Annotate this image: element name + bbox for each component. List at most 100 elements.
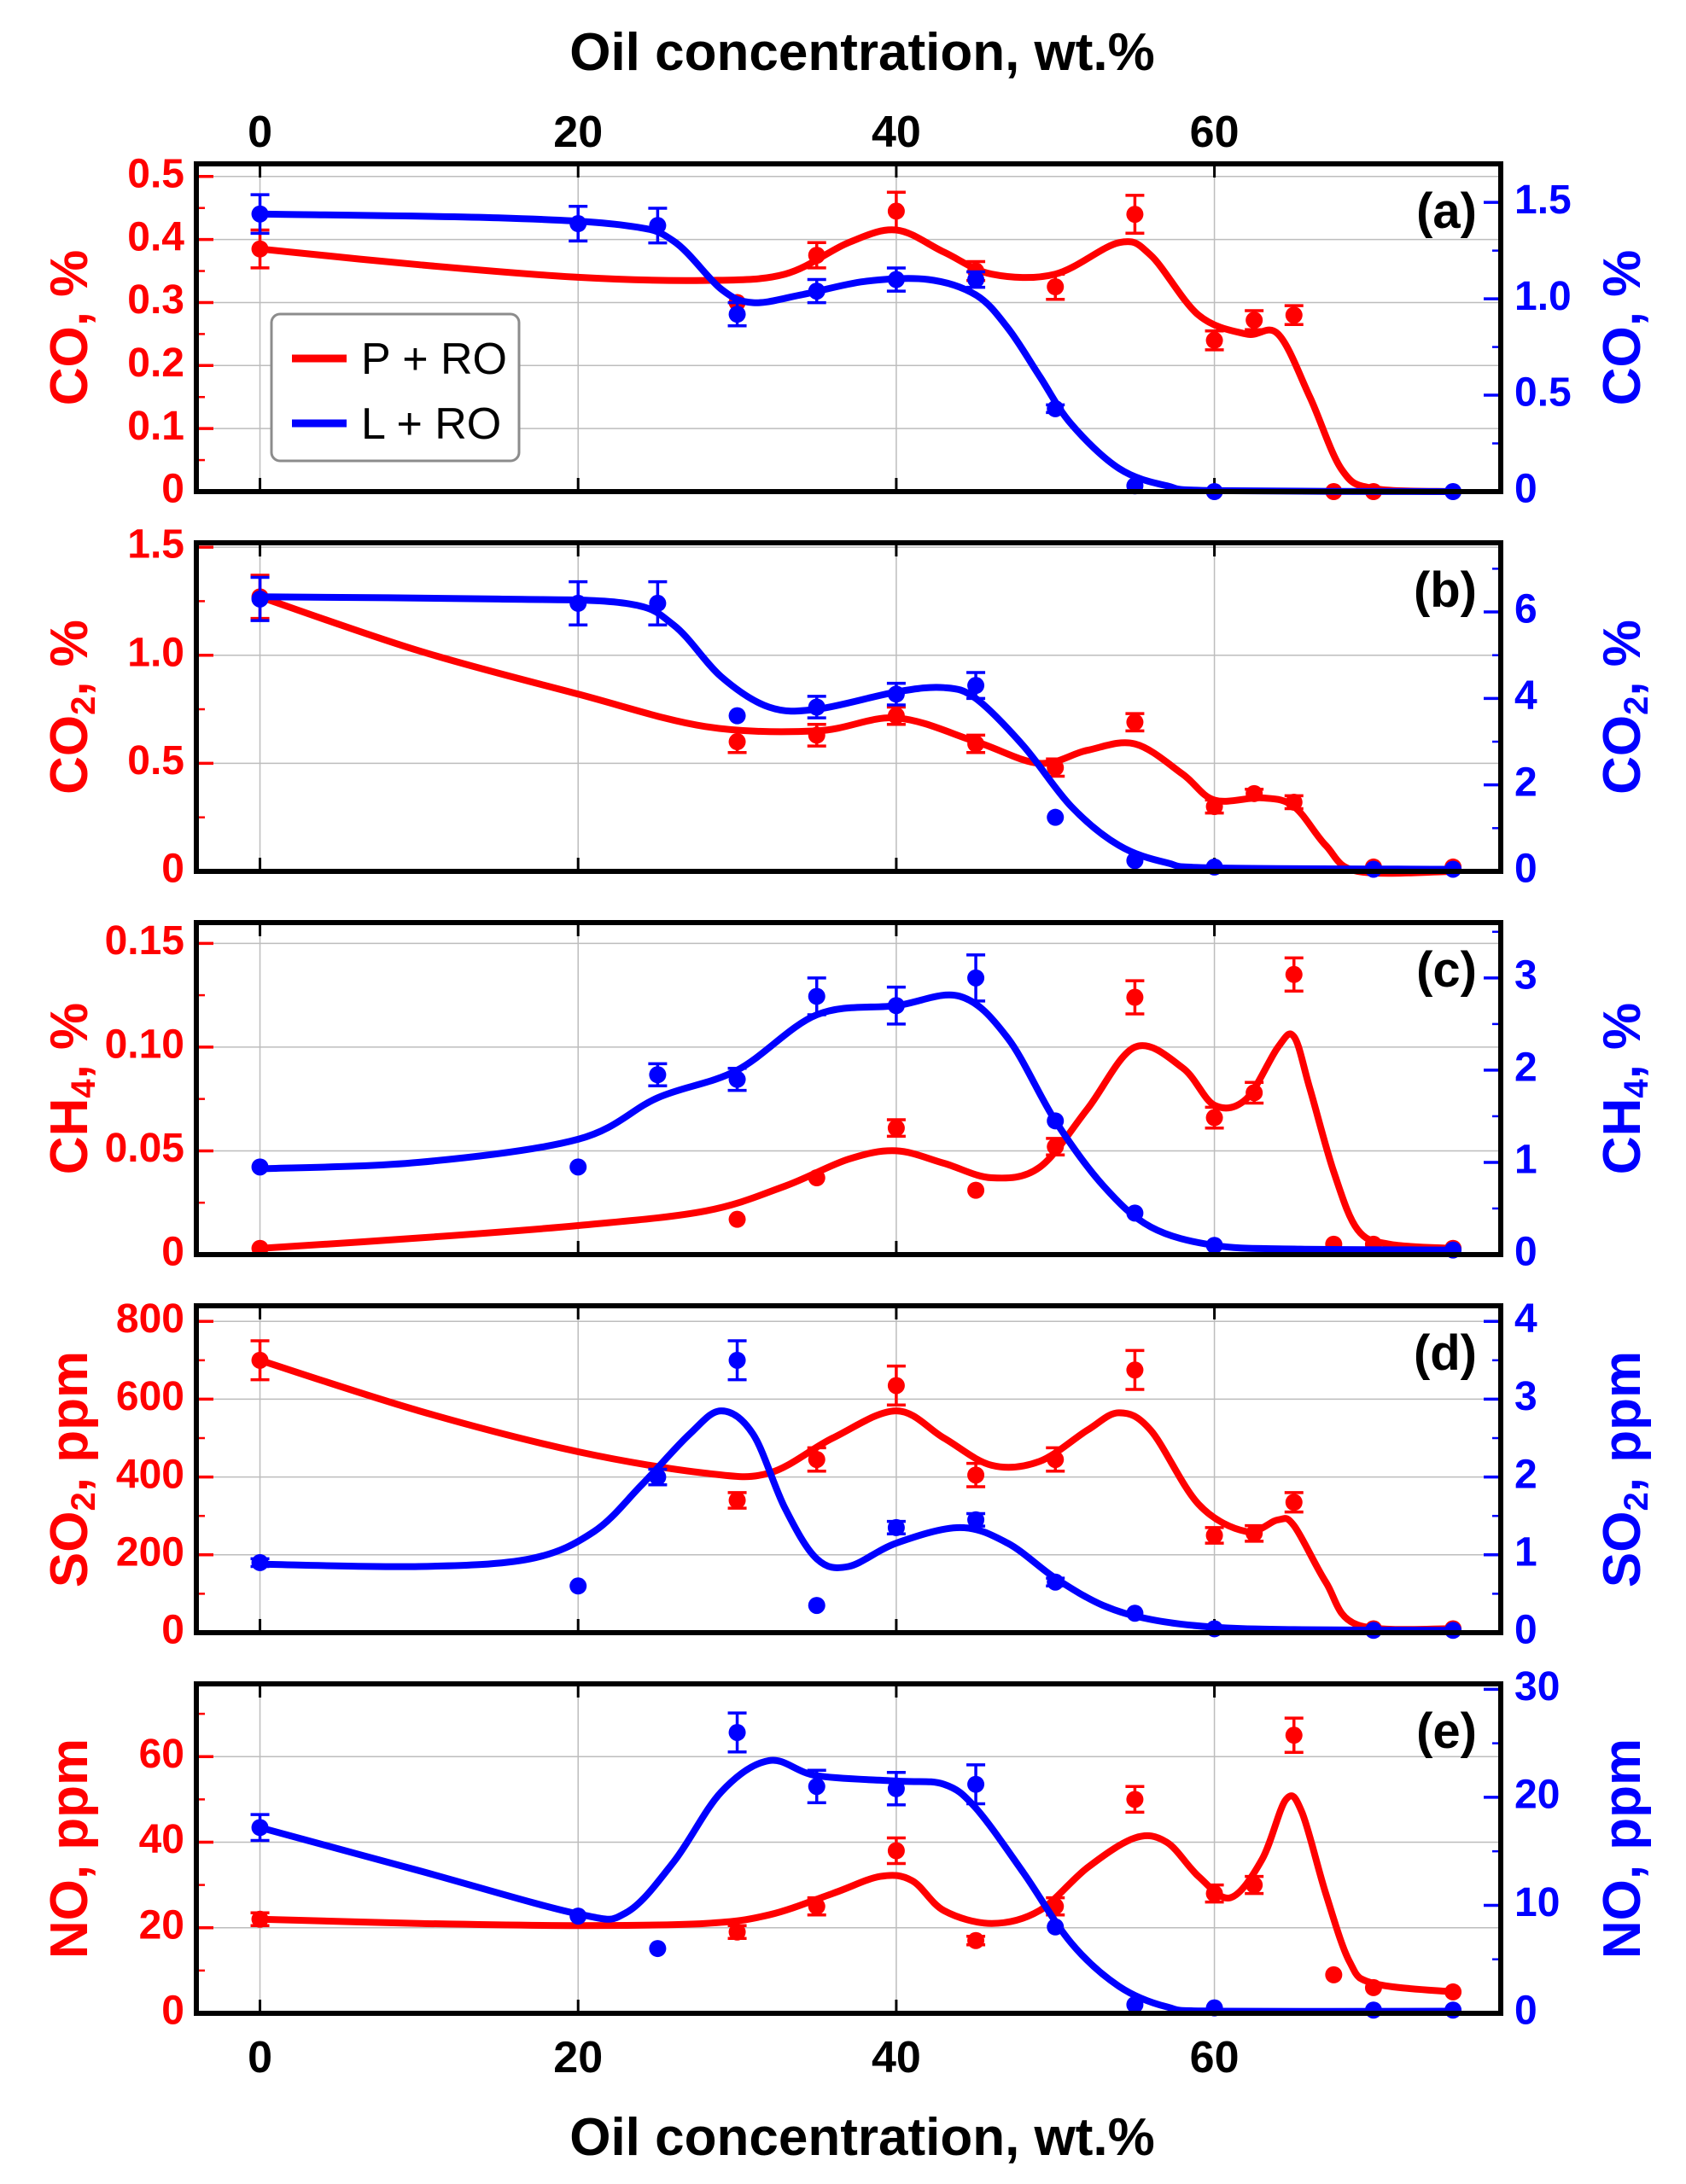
panel-c-left-tick-label-2: 0.10 bbox=[105, 1022, 184, 1068]
panel-d-right-tick-label-0: 0 bbox=[1514, 1608, 1537, 1653]
panel-c-left-y-label-main: CH bbox=[40, 1098, 99, 1175]
panel-d-p-ro-point-4 bbox=[967, 1466, 985, 1484]
panel-e-p-ro-point-6 bbox=[1126, 1791, 1144, 1808]
panel-b-p-ro-point-9 bbox=[1285, 793, 1303, 811]
panel-d-left-y-label: SO2, ppm bbox=[40, 1351, 102, 1587]
panel-c-l-ro-point-0 bbox=[251, 1158, 269, 1176]
panel-b-p-ro-point-4 bbox=[967, 735, 985, 753]
panel-d-p-ro-point-7 bbox=[1205, 1527, 1223, 1545]
panel-e-left-y-label-rest: , ppm bbox=[40, 1738, 99, 1879]
panel-a-right-tick-label-2: 1.0 bbox=[1514, 274, 1572, 319]
panel-e-l-ro-point-0 bbox=[251, 1819, 269, 1837]
panel-a-left-tick-label-1: 0.1 bbox=[127, 404, 184, 449]
panel-c-p-ro-fit-curve bbox=[256, 1030, 1457, 1252]
panel-c-p-ro-point-5 bbox=[1047, 1138, 1065, 1156]
panel-b-l-ro-point-7 bbox=[1047, 808, 1065, 826]
panel-d-right-tick-label-3: 3 bbox=[1514, 1374, 1537, 1419]
panel-e-l-ro-point-5 bbox=[887, 1779, 905, 1797]
panel-b-left-y-label-main: CO bbox=[40, 715, 99, 795]
panel-a-left-tick-label-3: 0.3 bbox=[127, 277, 184, 323]
bottom-x-tick-label-2: 40 bbox=[872, 2033, 921, 2082]
panel-c-frame bbox=[194, 920, 1503, 1257]
panel-d-l-ro-point-8 bbox=[1126, 1605, 1144, 1622]
panel-b-frame bbox=[194, 540, 1503, 874]
panel-b-right-tick-label-0: 0 bbox=[1514, 847, 1537, 892]
panel-d-l-ro-point-6 bbox=[967, 1511, 985, 1529]
panel-d-p-ro-point-1 bbox=[728, 1491, 746, 1509]
bottom-x-tick-label-1: 20 bbox=[553, 2033, 603, 2082]
top-x-tick-labels: 0 20 40 60 bbox=[248, 108, 1239, 157]
panel-e-p-ro-point-2 bbox=[808, 1897, 825, 1915]
panel-c-left-tick-label-0: 0 bbox=[161, 1230, 184, 1275]
panel-c-left-tick-label-1: 0.05 bbox=[105, 1126, 184, 1171]
panel-a-p-ro-point-2 bbox=[808, 247, 825, 265]
panel-d-l-ro-point-7 bbox=[1047, 1573, 1065, 1591]
panel-c-p-ro-point-2 bbox=[808, 1169, 825, 1187]
panel-d-p-ro-point-5 bbox=[1047, 1451, 1065, 1469]
panel-e-l-ro-point-11 bbox=[1444, 2001, 1462, 2019]
panel-e-frame bbox=[194, 1681, 1503, 2016]
panel-d-l-ro-point-1 bbox=[569, 1577, 587, 1595]
panel-e-right-tick-label-3: 30 bbox=[1514, 1664, 1560, 1709]
legend: P + RO L + RO bbox=[270, 312, 521, 463]
panel-b-left-tick-label-2: 1.0 bbox=[127, 630, 184, 675]
panel-c-l-ro-point-8 bbox=[1126, 1204, 1144, 1222]
panel-c-left-y-label-rest: , % bbox=[40, 1003, 99, 1080]
panel-c-l-ro-point-1 bbox=[569, 1158, 587, 1176]
panel-e-l-ro-point-2 bbox=[649, 1940, 667, 1958]
panel-e-p-ro-point-0 bbox=[251, 1910, 269, 1928]
panel-e-p-ro-point-4 bbox=[967, 1931, 985, 1949]
panel-e-left-y-label: NO, ppm bbox=[40, 1738, 99, 1959]
panel-c-right-y-label-main: CH bbox=[1593, 1098, 1652, 1175]
bottom-x-tick-labels: 0 20 40 60 bbox=[248, 2033, 1239, 2082]
panel-c-right-tick-label-1: 1 bbox=[1514, 1138, 1537, 1183]
panel-d-right-y-label: SO2, ppm bbox=[1593, 1351, 1654, 1587]
panel-a-p-ro-point-0 bbox=[251, 240, 269, 258]
panel-d-right-tick-label-4: 4 bbox=[1514, 1296, 1537, 1342]
panel-c-l-ro-point-5 bbox=[887, 997, 905, 1015]
panel-b-p-ro-point-7 bbox=[1205, 798, 1223, 816]
panel-c-right-y-label-subscript: 4 bbox=[1618, 1079, 1655, 1098]
panel-a-l-ro-point-3 bbox=[728, 306, 746, 323]
panel-c-l-ro-point-7 bbox=[1047, 1112, 1065, 1130]
panel-b-l-ro-point-6 bbox=[967, 677, 985, 695]
legend-label-p-ro: P + RO bbox=[361, 335, 507, 384]
panel-d-left-tick-label-1: 200 bbox=[116, 1529, 184, 1575]
panel-d-l-ro-point-5 bbox=[887, 1518, 905, 1536]
panel-b-left-tick-label-1: 0.5 bbox=[127, 738, 184, 783]
panel-d-right-tick-label-1: 1 bbox=[1514, 1529, 1537, 1575]
panel-b-l-ro-point-4 bbox=[808, 698, 825, 716]
panel-d-left-tick-label-2: 400 bbox=[116, 1452, 184, 1497]
panel-b-l-ro-fit-curve bbox=[256, 593, 1457, 873]
panel-b-p-ro-point-5 bbox=[1047, 759, 1065, 777]
panel-a-l-ro-point-0 bbox=[251, 205, 269, 223]
panel-e-left-tick-label-3: 60 bbox=[139, 1732, 184, 1777]
panel-b-l-ro-point-3 bbox=[728, 707, 746, 725]
panel-a-left-tick-label-5: 0.5 bbox=[127, 151, 184, 196]
panel-e-l-ro-point-4 bbox=[808, 1778, 825, 1796]
panel-c-p-ro-point-1 bbox=[728, 1210, 746, 1228]
panel-e-right-y-label-rest: , ppm bbox=[1593, 1738, 1652, 1879]
panel-c-l-ro-point-4 bbox=[808, 987, 825, 1005]
panel-e-p-ro-point-12 bbox=[1444, 1983, 1462, 2001]
panel-d-p-ro-point-3 bbox=[887, 1377, 905, 1395]
panel-d-p-ro-point-9 bbox=[1285, 1494, 1303, 1511]
panel-e-p-ro-fit-curve bbox=[256, 1792, 1457, 1995]
panel-c-right-y-label: CH4, % bbox=[1593, 1003, 1654, 1174]
panel-a-p-ro-point-8 bbox=[1246, 312, 1263, 329]
panel-a-left-y-label-main: CO bbox=[40, 326, 99, 405]
panel-a-tag: (a) bbox=[1416, 183, 1477, 239]
panel-a-l-ro-point-4 bbox=[808, 282, 825, 300]
panel-a-right-tick-label-0: 0 bbox=[1514, 467, 1537, 512]
panel-c-p-ro-point-7 bbox=[1205, 1109, 1223, 1127]
bottom-x-axis-label: Oil concentration, wt.% bbox=[569, 2108, 1155, 2167]
panel-a-l-ro-point-7 bbox=[1047, 399, 1065, 417]
panel-a-p-ro-point-3 bbox=[887, 202, 905, 220]
top-x-tick-label-1: 20 bbox=[553, 108, 603, 157]
panel-b-right-y-label-subscript: 2 bbox=[1618, 696, 1655, 715]
panel-e-right-tick-label-1: 10 bbox=[1514, 1880, 1560, 1925]
panel-e-l-ro-point-3 bbox=[728, 1723, 746, 1741]
panel-b-left-tick-label-0: 0 bbox=[161, 847, 184, 892]
